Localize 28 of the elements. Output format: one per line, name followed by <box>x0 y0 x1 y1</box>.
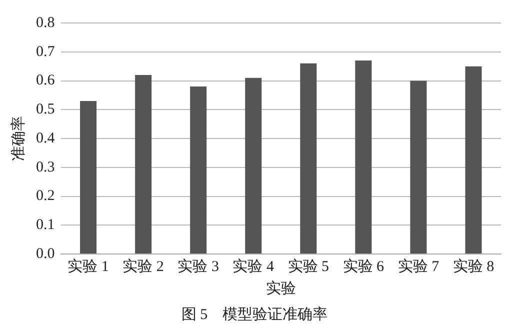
bar <box>300 63 317 254</box>
y-tick-label: 0.7 <box>36 44 56 60</box>
y-tick-label: 0.0 <box>36 246 55 262</box>
y-tick-label: 0.4 <box>36 130 56 146</box>
y-tick-label: 0.2 <box>36 188 55 204</box>
bar <box>190 86 207 254</box>
x-tick-label: 实验 1 <box>68 258 109 275</box>
bar <box>80 100 97 254</box>
x-tick-label: 实验 2 <box>122 258 164 275</box>
bar <box>465 66 482 254</box>
x-tick-label: 实验 8 <box>452 258 494 275</box>
y-tick-label: 0.1 <box>36 217 55 234</box>
bar <box>135 74 152 254</box>
x-tick-label: 实验 6 <box>342 258 385 275</box>
x-tick-label: 实验 7 <box>398 258 440 275</box>
y-tick-label: 0.8 <box>36 14 55 31</box>
y-tick-label: 0.3 <box>36 159 55 176</box>
y-axis-title: 准确率 <box>10 116 27 161</box>
x-tick-label: 实验 3 <box>178 258 219 275</box>
x-tick-label: 实验 5 <box>288 258 330 275</box>
y-tick-label: 0.5 <box>36 102 55 118</box>
y-tick-label: 0.6 <box>36 72 56 89</box>
bar <box>410 80 427 254</box>
bar <box>245 78 262 254</box>
bar <box>355 60 372 254</box>
x-axis-title: 实验 <box>266 280 296 297</box>
text: 图 5 模型验证准确率 <box>181 306 328 323</box>
x-tick-label: 实验 4 <box>232 258 274 275</box>
